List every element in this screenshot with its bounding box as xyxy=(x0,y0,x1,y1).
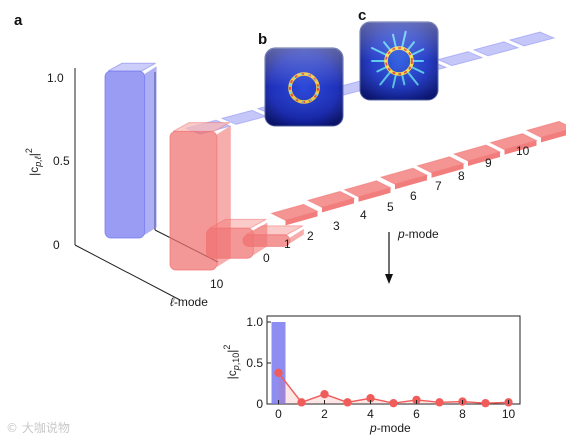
bar-red xyxy=(270,203,319,226)
panel-label-c: c xyxy=(358,7,366,24)
x-tick-label: 6 xyxy=(413,407,420,421)
data-point xyxy=(389,398,398,408)
p-tick-label: 5 xyxy=(387,200,394,214)
x-tick-label: 8 xyxy=(459,407,466,421)
data-point xyxy=(412,395,421,405)
p-tick-label: 3 xyxy=(333,219,340,233)
bar-red xyxy=(343,180,392,202)
p-axis-label: p-mode xyxy=(397,227,439,241)
p-tick-label: 7 xyxy=(435,179,442,193)
bar xyxy=(271,322,286,404)
x-tick-label: 10 xyxy=(502,407,516,421)
p-tick-label: 1 xyxy=(284,237,291,251)
p-tick-label: 2 xyxy=(307,229,314,243)
inset-image-b xyxy=(264,47,344,127)
bar-red xyxy=(306,190,356,213)
chart-2d: 0 0.5 1.0 0 2 4 6 8 10 |cp,10|2 p-mode xyxy=(222,315,521,435)
bar-red xyxy=(379,167,429,190)
x-tick-label: 4 xyxy=(367,407,374,421)
p-tick-label: 8 xyxy=(458,169,465,183)
p-tick-label: 0 xyxy=(263,251,270,265)
p-tick-label: 10 xyxy=(516,144,530,158)
bar-blue xyxy=(508,31,556,47)
bar-red xyxy=(525,120,566,143)
l-axis-label: ℓ-mode xyxy=(170,295,208,309)
p-tick-label: 6 xyxy=(410,189,417,203)
data-point xyxy=(343,398,352,407)
p-tick-label: 9 xyxy=(485,156,492,170)
panel-label-b: b xyxy=(258,31,267,48)
y-axis-label: |cp,10|2 xyxy=(222,345,241,380)
bar-blue xyxy=(472,41,520,57)
inset-image-c xyxy=(359,21,439,101)
y-tick-label: 0.5 xyxy=(246,356,263,370)
plot-frame xyxy=(266,315,521,405)
data-point xyxy=(435,398,444,407)
watermark: © 大咖说物 xyxy=(6,420,70,435)
z-tick-label: 0 xyxy=(53,238,60,252)
y-tick-label: 1.0 xyxy=(246,315,263,329)
z-tick-label: 0.5 xyxy=(53,154,70,168)
bar-red xyxy=(489,133,538,155)
bar-blue xyxy=(436,51,484,67)
bar-blue xyxy=(104,62,157,239)
panel-label-a: a xyxy=(14,12,23,29)
bar-red xyxy=(416,156,465,178)
p-tick-label: 4 xyxy=(360,208,367,222)
data-point xyxy=(274,368,283,378)
z-axis-label: |cp,ℓ|2 xyxy=(24,148,43,176)
data-point xyxy=(366,394,375,403)
x-tick-label: 0 xyxy=(275,407,282,421)
z-tick-label: 1.0 xyxy=(47,71,64,85)
l-tick-label: 10 xyxy=(210,277,224,291)
x-tick-label: 2 xyxy=(321,407,328,421)
bar-red xyxy=(452,144,502,166)
y-tick-label: 0 xyxy=(256,397,263,411)
down-arrow-icon xyxy=(385,232,393,284)
data-point xyxy=(320,389,329,399)
bar-red xyxy=(169,122,231,271)
data-point xyxy=(297,398,306,407)
data-point xyxy=(481,398,490,408)
depth-axis-line xyxy=(74,244,181,301)
x-axis-label: p-mode xyxy=(369,421,411,435)
